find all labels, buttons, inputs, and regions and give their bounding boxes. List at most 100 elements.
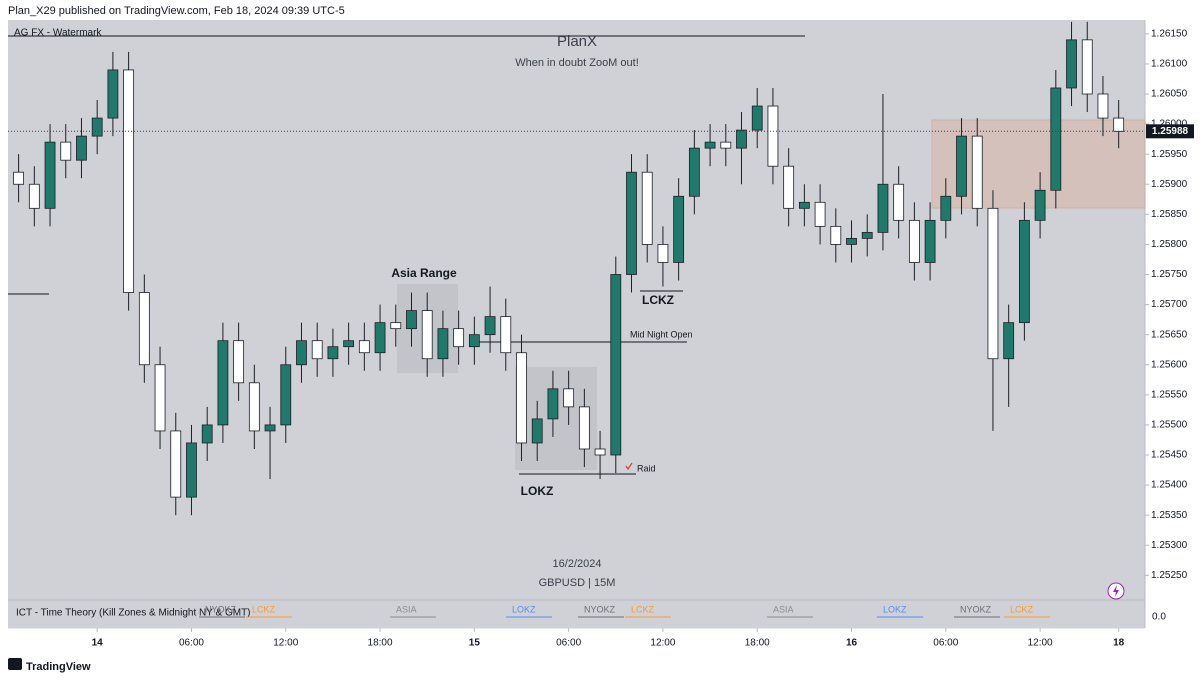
raid-label: Raid [637,463,656,473]
footer-brand: TradingView [26,661,91,673]
date-watermark: 16/2/2024 [553,558,602,570]
candle-body [1081,39,1093,95]
candle-body [924,219,936,263]
watermark-label: AG FX - Watermark [14,28,102,39]
raid-check [625,462,633,471]
candle-body [327,346,339,360]
candle-body [437,328,449,360]
candle-body [641,171,653,245]
candle-body [673,195,685,263]
candle-body [91,117,103,137]
chart-subtitle: When in doubt ZooM out! [515,57,639,69]
candle-body [280,364,292,426]
y-tick-label: 1.26050 [1151,89,1188,100]
candle-body [406,310,417,330]
candle-body [500,316,512,354]
candle-body [1003,322,1015,360]
session-label: NYOKZ [960,604,992,614]
candle-body [516,352,527,444]
candle-body [358,340,370,354]
y-tick-label: 1.25250 [1151,570,1188,581]
candle-body [421,310,433,360]
y-tick-label: 1.26150 [1151,28,1188,39]
indicator-title: ICT - Time Theory (Kill Zones & Midnight… [16,608,251,619]
y-tick-label: 1.25550 [1151,389,1188,400]
candle-body [940,195,952,221]
candle-body [704,141,716,149]
candle-body [814,201,826,227]
y-tick-label: 1.25400 [1151,480,1188,491]
candle-body [1034,189,1046,221]
y-tick-label: 1.26100 [1151,59,1188,70]
chart-pane [8,20,1145,628]
y-tick-label: 1.25300 [1151,540,1188,551]
alert-bolt [1113,585,1119,597]
y-tick-label: 1.25950 [1151,149,1188,160]
symbol-watermark: GBPUSD | 15M [539,577,616,589]
y-tick-label: 1.25850 [1151,209,1188,220]
x-tick-label: 18:00 [368,638,393,649]
y-tick-label: 1.25650 [1151,329,1188,340]
candle-body [736,129,747,149]
candle-body [154,364,166,432]
x-tick-label: 12:00 [650,638,675,649]
candle-body [877,183,889,233]
y-tick-label: 1.25900 [1151,179,1188,190]
session-label: ASIA [773,604,794,614]
candle-body [123,69,135,293]
candle-body [311,340,323,360]
candle-body [44,141,56,209]
y-tick-label: 1.25450 [1151,450,1188,461]
candle-body [13,171,25,185]
candle-body [1097,93,1109,119]
x-tick-label: 06:00 [933,638,958,649]
candle-body [610,274,622,456]
candle-body [971,135,983,209]
candle-body [343,340,355,348]
candle-body [1018,219,1030,324]
candle-body [846,238,857,245]
candle-body [76,135,87,161]
session-label: NYOKZ [205,604,237,614]
candle-body [484,316,496,336]
y-tick-label: 1.25350 [1151,510,1188,521]
candle-body [107,69,119,119]
candle-body [1113,117,1125,132]
x-tick-label: 06:00 [556,638,581,649]
candle-body [296,340,307,366]
candle-body [60,141,72,161]
tv-logo [8,658,22,670]
y-tick-label: 1.25700 [1151,299,1188,310]
candle-body [798,201,810,209]
y-tick-label: 1.25800 [1151,239,1188,250]
candle-body [138,292,150,366]
x-tick-label: 18:00 [745,638,770,649]
last-price-label: 1.25988 [1152,126,1189,137]
candle-body [908,219,920,263]
candle-body [563,388,575,408]
candle-body [594,448,606,456]
candle-body [956,135,967,197]
x-tick-label: 16 [846,638,858,649]
asia-range-label: Asia Range [391,266,457,280]
candle-body [248,382,260,432]
candle-body [170,430,182,498]
lckz-label: LCKZ [642,293,674,307]
x-tick-label: 18 [1113,638,1125,649]
session-label: LCKZ [252,604,276,614]
session-label: LCKZ [631,604,655,614]
y-tick-label: 1.26000 [1151,119,1188,130]
candle-body [217,340,229,426]
candle-body [626,171,637,275]
chart-title: PlanX [557,33,597,50]
candle-body [201,424,213,444]
publish-header: Plan_X29 published on TradingView.com, F… [8,5,345,17]
candle-body [830,225,842,245]
candle-body [578,406,590,450]
candle-body [453,328,465,348]
x-tick-label: 15 [469,638,481,649]
last-price-tag [1146,124,1194,139]
candle-body [783,165,795,209]
